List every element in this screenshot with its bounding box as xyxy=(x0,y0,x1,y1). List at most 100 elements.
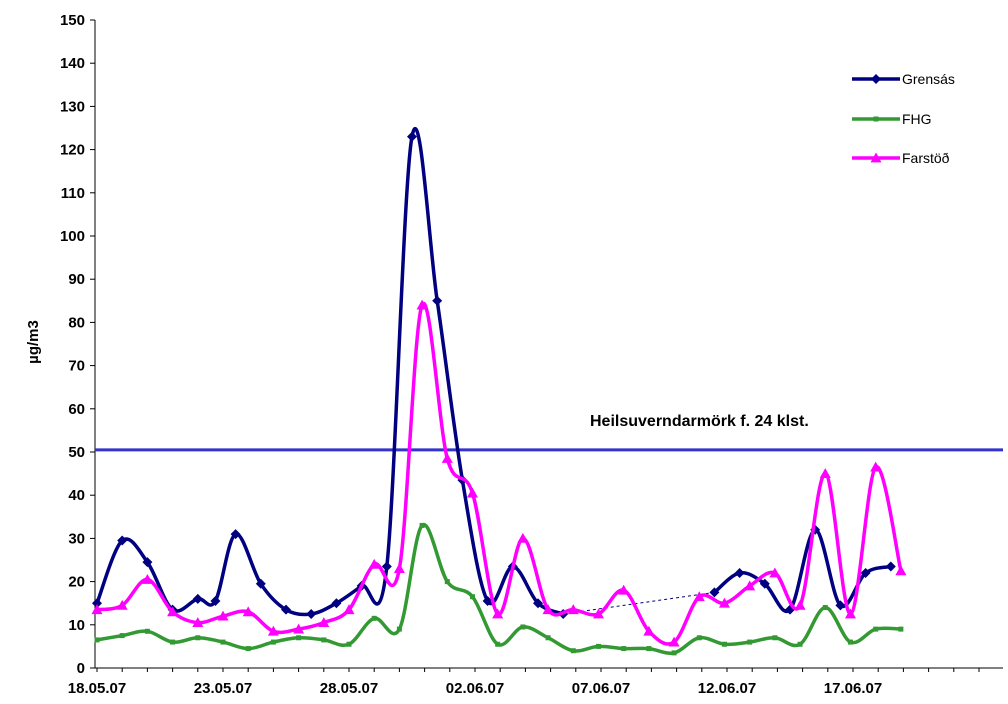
series-fhg-point xyxy=(270,639,276,645)
series-farstod-point xyxy=(819,468,831,478)
series-fhg-point xyxy=(898,626,904,632)
series-fhg-point xyxy=(195,635,201,641)
series-fhg-point xyxy=(495,641,501,647)
series-farstod-point xyxy=(141,573,153,584)
series-farstod-point xyxy=(870,461,882,472)
series-grensas-gap-line xyxy=(563,591,715,615)
series-farstod-point xyxy=(492,608,504,619)
y-tick-label: 50 xyxy=(68,444,85,461)
x-tick-label: 23.05.07 xyxy=(194,680,252,697)
series-grensas-point xyxy=(533,598,543,609)
series-farstod-point xyxy=(368,558,380,569)
series-fhg-point xyxy=(396,626,402,632)
series-fhg-point xyxy=(822,605,828,611)
series-fhg-point xyxy=(346,641,352,647)
x-tick-label: 28.05.07 xyxy=(320,680,378,697)
series-grensas-point xyxy=(230,529,241,540)
series-grensas-point xyxy=(709,587,720,598)
y-tick-label: 20 xyxy=(68,574,85,591)
y-tick-label: 30 xyxy=(68,530,85,547)
series-fhg-point xyxy=(646,646,652,652)
y-tick-label: 70 xyxy=(68,358,85,375)
legend-marker-grensas xyxy=(871,74,881,84)
series-fhg-point xyxy=(671,650,677,656)
series-fhg-point xyxy=(371,615,377,621)
series-fhg-point xyxy=(220,639,226,645)
series-farstod-point xyxy=(618,584,630,595)
series-grensas-point xyxy=(381,561,392,572)
series-fhg-point xyxy=(747,639,753,645)
series-fhg-point xyxy=(296,635,302,641)
series-farstod-point xyxy=(567,604,579,615)
series-farstod-point xyxy=(242,606,254,617)
series-fhg-point xyxy=(520,624,526,630)
series-farstod-point xyxy=(744,580,756,591)
y-tick-label: 140 xyxy=(60,55,85,72)
series-grensas-point xyxy=(192,593,203,604)
legend-label-fhg: FHG xyxy=(902,111,932,127)
y-tick-labels: 0 10 20 30 40 50 60 70 80 90 100 110 120 130 140 150 xyxy=(60,12,85,677)
series-farstod-point xyxy=(643,625,655,636)
y-tick-label: 60 xyxy=(68,401,85,418)
legend-label-grensas: Grensás xyxy=(902,71,955,87)
series-farstod-point xyxy=(293,623,305,634)
y-tick-label: 40 xyxy=(68,487,85,504)
series-farstod-point xyxy=(466,487,478,498)
series-grensas-line xyxy=(95,126,564,617)
x-tick-label: 12.06.07 xyxy=(698,680,756,697)
series-grensas-point xyxy=(92,598,102,609)
series-fhg-point xyxy=(94,637,100,643)
series-farstod-point xyxy=(318,617,330,628)
series-farstod-point xyxy=(769,567,781,578)
series-fhg-point xyxy=(847,639,853,645)
y-tick-label: 10 xyxy=(68,617,85,634)
series-farstod-point xyxy=(794,599,806,610)
series-farstod-point xyxy=(192,617,204,628)
y-tick-label: 110 xyxy=(61,185,85,202)
series-grensas-point xyxy=(734,567,745,578)
series-fhg-point xyxy=(772,635,778,641)
y-tick-label: 80 xyxy=(68,314,85,331)
series-fhg-point xyxy=(873,626,879,632)
x-tick-label: 02.06.07 xyxy=(446,680,504,697)
series-farstod-point xyxy=(217,610,229,621)
series-grensas-point xyxy=(885,561,896,572)
series-farstod xyxy=(91,299,907,647)
y-tick-label: 120 xyxy=(60,142,85,159)
series-farstod-point xyxy=(416,299,428,310)
series-farstod-point xyxy=(895,565,907,576)
series-farstod-point xyxy=(167,606,179,617)
series-grensas-point xyxy=(407,131,417,142)
legend-marker-farstod xyxy=(870,152,882,163)
x-tick-labels: 18.05.07 23.05.07 28.05.07 02.06.07 07.06.07… xyxy=(68,680,882,697)
series-fhg-point xyxy=(469,594,475,600)
series-grensas-point xyxy=(142,557,153,568)
series-fhg-point xyxy=(545,635,551,641)
series-farstod-point xyxy=(91,604,103,615)
series-grensas-point xyxy=(331,598,342,609)
y-tick-label: 100 xyxy=(60,228,85,245)
series-grensas-point xyxy=(835,600,846,611)
series-farstod-point xyxy=(267,625,279,636)
y-tick-label: 0 xyxy=(77,660,85,677)
series-farstod-point xyxy=(116,599,128,610)
series-farstod-point xyxy=(393,563,405,574)
series-grensas-point xyxy=(860,567,871,578)
series-fhg-point xyxy=(419,522,425,528)
series-fhg-point xyxy=(444,579,450,585)
series-farstod-point xyxy=(844,608,856,619)
y-tick-label: 130 xyxy=(60,98,85,115)
series-fhg-point xyxy=(797,641,803,647)
y-tick-label: 90 xyxy=(68,271,85,288)
series-grensas-point xyxy=(210,596,221,607)
x-tick-label: 07.06.07 xyxy=(572,680,630,697)
series-fhg-point xyxy=(170,639,176,645)
series-fhg-point xyxy=(696,635,702,641)
series-grensas-point xyxy=(281,604,291,615)
series-fhg-point xyxy=(144,628,150,634)
series-grensas xyxy=(92,126,896,619)
series-grensas-point xyxy=(432,295,443,306)
x-tick-label: 17.06.07 xyxy=(824,680,882,697)
series-fhg-point xyxy=(595,643,601,649)
